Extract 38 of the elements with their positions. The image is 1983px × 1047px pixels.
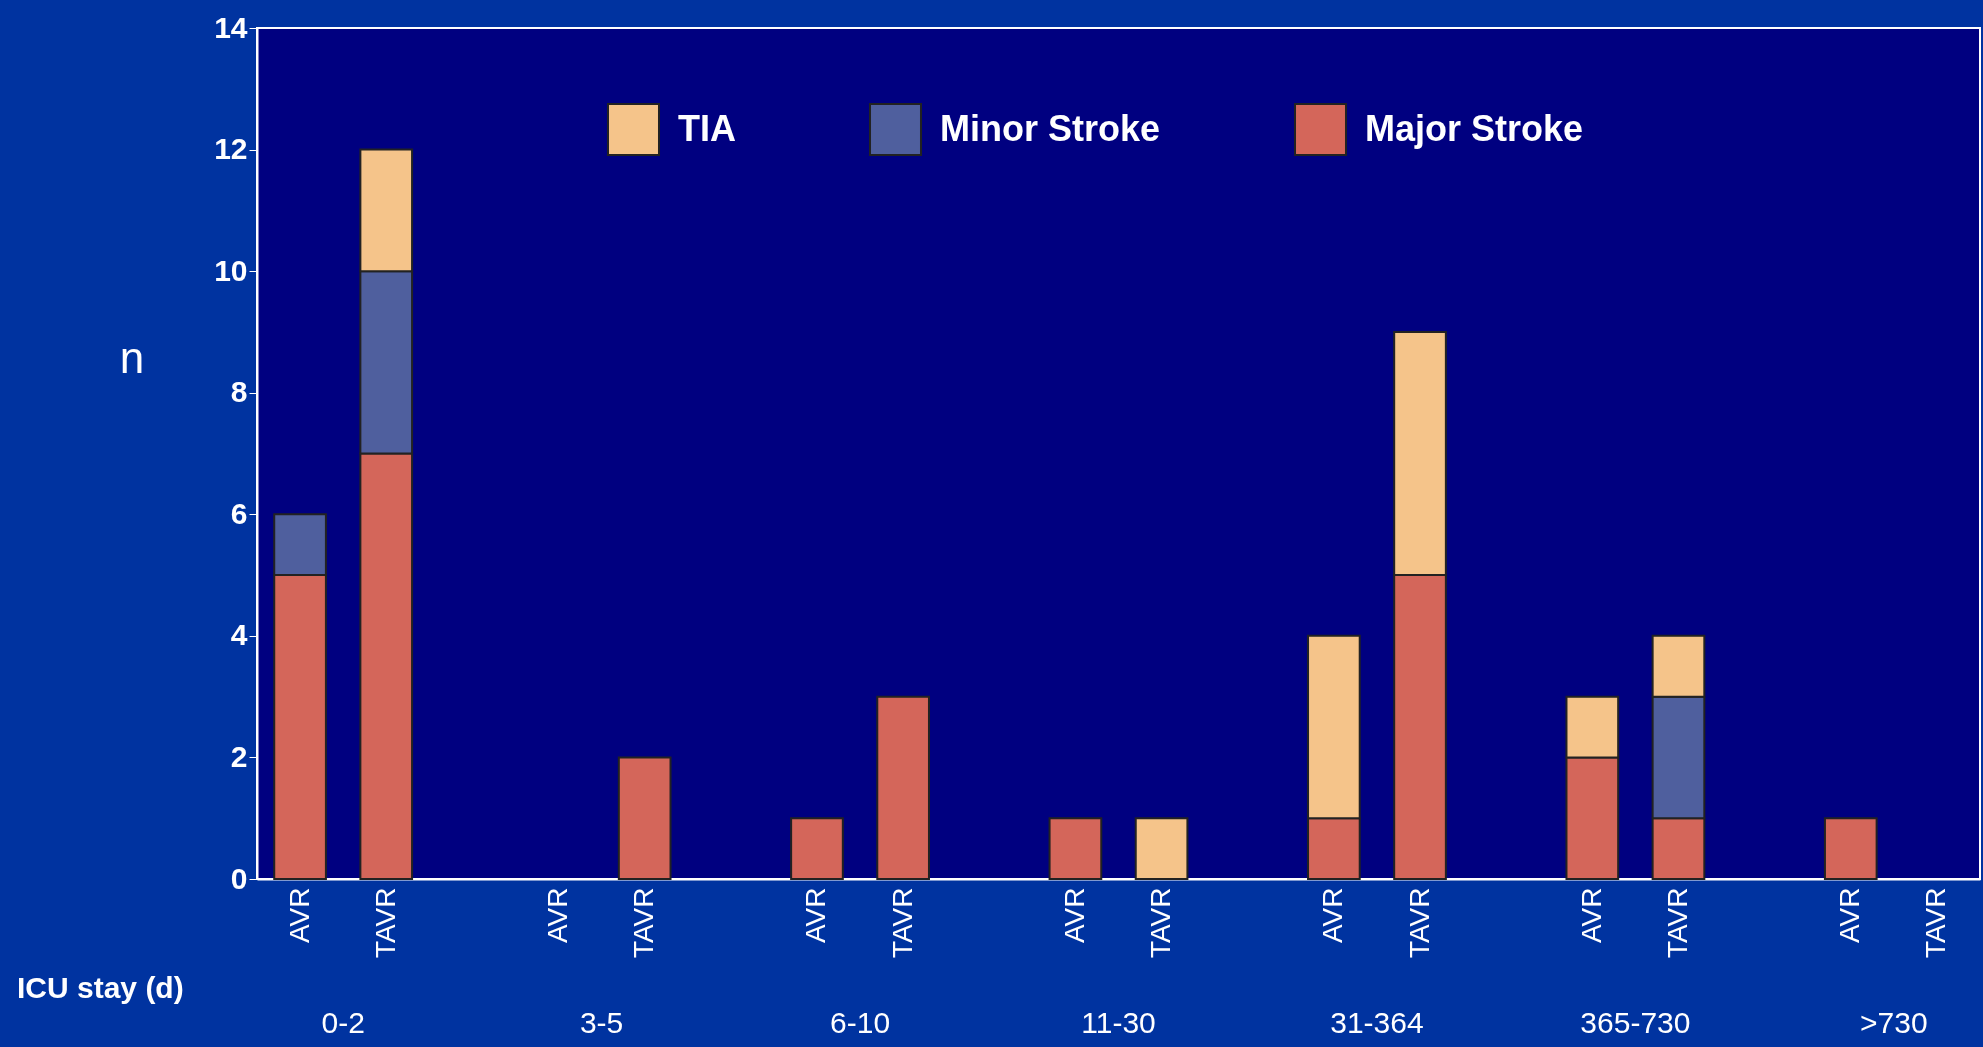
x-tick-label: TAVR — [1145, 887, 1177, 959]
x-tick-label: TAVR — [1661, 887, 1693, 959]
y-tick-label: 10 — [214, 253, 248, 287]
y-axis-title: n — [119, 332, 145, 382]
y-tick-label: 0 — [230, 861, 248, 895]
y-tick-label: 14 — [214, 10, 248, 44]
x-tick-label: TAVR — [1920, 887, 1952, 959]
y-tick-label: 2 — [230, 739, 248, 773]
x-tick-label: TAVR — [628, 887, 660, 959]
legend-label: Minor Stroke — [940, 107, 1161, 149]
bar — [1823, 817, 1878, 880]
bar — [1134, 817, 1189, 880]
text: 6-10 — [830, 1006, 891, 1039]
bar — [1048, 817, 1103, 880]
x-tick-label: AVR — [542, 887, 574, 943]
text: 11-30 — [1081, 1006, 1156, 1039]
y-tick-label: 4 — [230, 618, 248, 652]
text: 3-5 — [579, 1006, 624, 1039]
x-tick-label: TAVR — [1403, 887, 1435, 959]
text: 365-730 — [1580, 1006, 1691, 1039]
y-tick-label: 12 — [214, 132, 248, 166]
y-tick-label: 8 — [230, 375, 248, 409]
bar — [790, 817, 844, 880]
x-tick-label: AVR — [800, 887, 832, 943]
x-tick-label: AVR — [1317, 887, 1349, 943]
text: 31-364 — [1330, 1006, 1424, 1039]
x-tick-label: TAVR — [886, 887, 918, 959]
text: 0-2 — [321, 1006, 365, 1039]
x-tick-label: AVR — [1058, 887, 1090, 943]
x-tick-label: TAVR — [369, 887, 401, 959]
text: >730 — [1860, 1006, 1928, 1039]
y-tick-label: 6 — [230, 496, 248, 530]
x-tick-label: AVR — [1575, 887, 1607, 943]
legend-label: Major Stroke — [1365, 107, 1584, 149]
x-tick-label: AVR — [1834, 887, 1866, 943]
legend-label: TIA — [678, 107, 736, 149]
x-axis-title: ICU stay (d) — [17, 971, 184, 1004]
x-tick-label: AVR — [283, 887, 315, 943]
